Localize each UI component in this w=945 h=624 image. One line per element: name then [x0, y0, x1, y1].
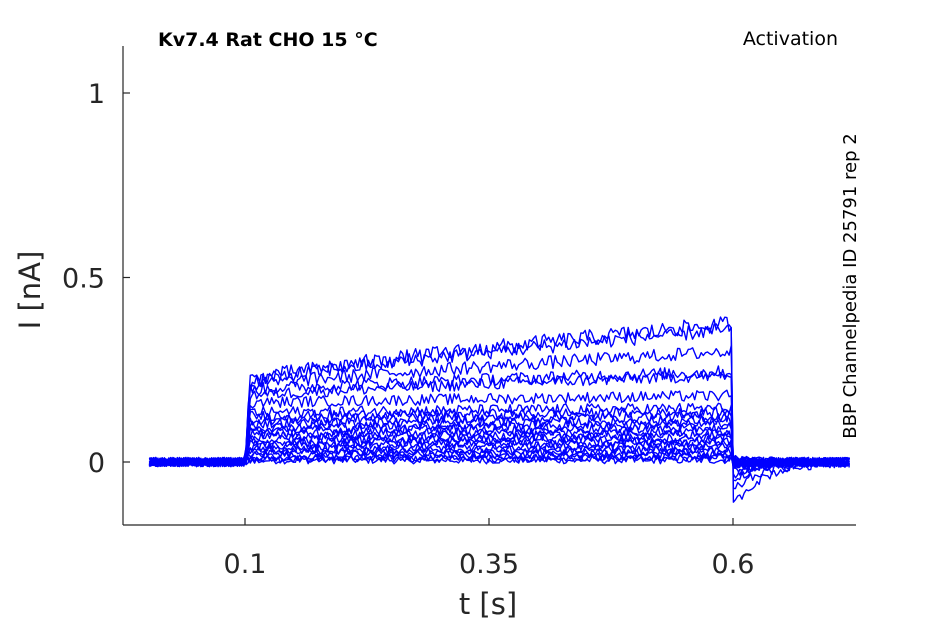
x-tick-label: 0.1	[224, 549, 267, 580]
y-tick-label: 0.5	[62, 264, 105, 295]
tick-group: 0.1 0.35 0.6 0 0.5 1	[62, 79, 754, 580]
traces-group	[148, 316, 850, 503]
chart-title: Kv7.4 Rat CHO 15 °C	[158, 29, 378, 51]
y-axis-label: I [nA]	[13, 251, 47, 330]
x-tick-label: 0.35	[459, 549, 519, 580]
x-axis-label: t [s]	[459, 587, 517, 621]
y-tick-label: 1	[88, 79, 105, 110]
current-trace-23	[149, 316, 850, 503]
x-tick-label: 0.6	[712, 549, 755, 580]
source-id-label: BBP Channelpedia ID 25791 rep 2	[840, 133, 861, 438]
protocol-label: Activation	[743, 28, 838, 50]
y-tick-label: 0	[88, 448, 105, 479]
